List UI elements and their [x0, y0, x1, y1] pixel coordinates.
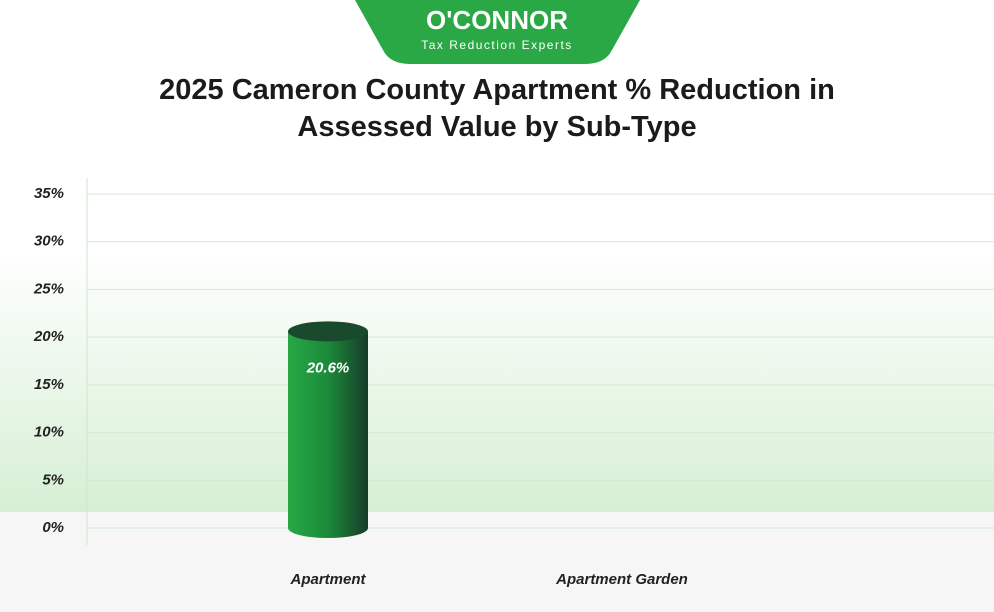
- chart-title: 2025 Cameron County Apartment % Reductio…: [159, 74, 835, 143]
- y-tick-label: 15%: [34, 376, 64, 393]
- y-tick-label: 5%: [42, 471, 64, 488]
- bar-body: [288, 331, 368, 528]
- background: [0, 250, 994, 512]
- y-tick-label: 35%: [34, 185, 64, 202]
- y-tick-label: 0%: [42, 519, 64, 536]
- x-tick-label: Apartment: [289, 571, 366, 588]
- logo-name: O'CONNOR: [426, 5, 568, 35]
- y-tick-label: 25%: [33, 280, 64, 297]
- y-tick-label: 10%: [34, 424, 64, 441]
- y-tick-label: 20%: [33, 328, 64, 345]
- bar-top: [288, 321, 368, 342]
- y-tick-label: 30%: [34, 233, 64, 250]
- floor: [0, 512, 994, 612]
- bar-bottom: [288, 518, 368, 538]
- value-label: 20.6%: [306, 359, 350, 376]
- logo-tagline: Tax Reduction Experts: [421, 38, 573, 52]
- logo-badge: [355, 0, 640, 64]
- x-tick-label: Apartment Garden: [555, 571, 688, 588]
